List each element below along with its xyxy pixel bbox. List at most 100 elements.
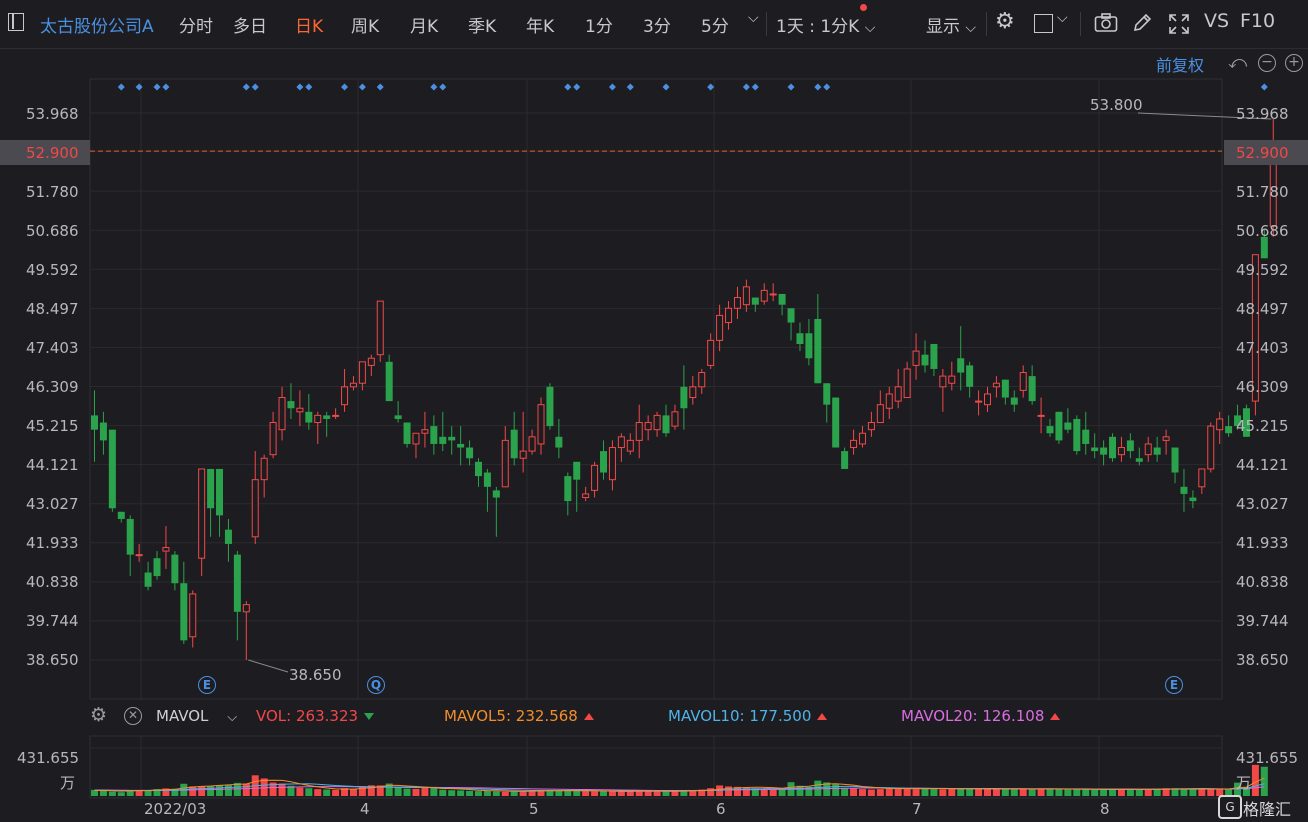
candle-body-up: [412, 432, 420, 445]
tab-period-2[interactable]: 日K: [295, 17, 324, 37]
current-price-badge-left: [0, 140, 90, 165]
volume-bar-up: [733, 786, 741, 796]
watermark-logo: G: [1218, 795, 1242, 819]
volume-bar-up: [894, 788, 902, 796]
volume-bar-down: [1180, 788, 1188, 796]
tab-period-5[interactable]: 季K: [468, 17, 497, 37]
tab-period-8[interactable]: 3分: [643, 17, 671, 37]
high-annotation-leader: [1137, 112, 1272, 120]
volume-bar-up: [608, 791, 616, 796]
candle-body-down: [966, 365, 974, 387]
event-marker-icon: [162, 83, 170, 91]
event-marker-icon: [135, 83, 143, 91]
volume-bar-up: [278, 783, 286, 796]
chevron-down-icon[interactable]: ⌵: [748, 10, 759, 26]
candle-body-up: [251, 479, 259, 538]
candle-body-up: [885, 393, 893, 409]
candle-body-up: [912, 350, 920, 366]
candle-body-down: [573, 461, 581, 480]
event-marker-icon: [742, 83, 750, 91]
candle-body-down: [600, 451, 608, 473]
volume-bar-down: [323, 789, 331, 796]
volume-bar-up: [1198, 788, 1206, 796]
earnings-event-badge[interactable]: E: [198, 676, 216, 694]
tab-period-3[interactable]: 周K: [351, 17, 380, 37]
date-tick: 7: [912, 800, 922, 818]
candle-body-down: [171, 554, 179, 584]
adjust-mode-button[interactable]: 前复权: [1156, 56, 1205, 75]
volume-bar-up: [975, 788, 983, 796]
candle-body-down: [180, 583, 188, 641]
toolbar-divider: [766, 12, 767, 36]
pencil-icon[interactable]: [1131, 12, 1153, 34]
sidebar-toggle-icon[interactable]: [8, 13, 24, 31]
event-marker-icon: [341, 83, 349, 91]
volume-bar-down: [305, 788, 313, 796]
candle-body-down: [1064, 422, 1072, 430]
zoom-out-icon[interactable]: −: [1258, 54, 1276, 72]
volume-bar-down: [287, 785, 295, 796]
mavol5-value: 232.568: [515, 707, 578, 725]
close-indicator-icon[interactable]: ✕: [124, 707, 142, 725]
candle-body-down: [510, 429, 518, 459]
chart-canvas[interactable]: [0, 48, 1308, 822]
f10-button[interactable]: F10: [1240, 10, 1276, 32]
price-tick-left: 38.650: [26, 651, 79, 669]
down-arrow-icon: [364, 713, 375, 720]
tab-period-6[interactable]: 年K: [526, 17, 555, 37]
layout-square-icon[interactable]: [1034, 14, 1053, 33]
mavol10-label: MAVOL10:: [668, 707, 745, 725]
volume-bar-up: [867, 789, 875, 796]
event-marker-icon: [564, 83, 572, 91]
candle-body-down: [1055, 411, 1063, 441]
volume-bar-up: [617, 791, 625, 796]
price-tick-right: 46.309: [1236, 378, 1289, 396]
volume-bar-down: [957, 789, 965, 796]
candle-body-up: [1037, 414, 1045, 417]
volume-bar-down: [474, 791, 482, 796]
event-marker-icon: [626, 83, 634, 91]
tab-period-7[interactable]: 1分: [585, 17, 613, 37]
tab-period-0[interactable]: 分时: [179, 17, 213, 37]
fullscreen-icon[interactable]: [1168, 13, 1190, 35]
volume-bar-down: [99, 790, 107, 796]
candle-body-down: [796, 333, 804, 344]
indicator-settings-gear-icon[interactable]: ⚙: [90, 704, 108, 726]
candle-body-up: [653, 414, 661, 431]
candle-body-down: [787, 308, 795, 323]
candle-body-down: [153, 558, 161, 577]
tab-period-1[interactable]: 多日: [233, 17, 267, 37]
quarterly-event-badge[interactable]: Q: [367, 676, 385, 694]
tab-period-4[interactable]: 月K: [410, 17, 439, 37]
earnings-event-badge[interactable]: E: [1165, 676, 1183, 694]
candle-body-up: [519, 450, 527, 459]
volume-bar-down: [1100, 789, 1108, 796]
zoom-in-icon[interactable]: +: [1285, 54, 1303, 72]
candle-body-down: [1126, 440, 1134, 452]
volume-bar-down: [1064, 789, 1072, 796]
gear-icon[interactable]: ⚙: [995, 9, 1015, 34]
candle-body-up: [1207, 425, 1215, 470]
display-menu-label: 显示: [926, 17, 960, 37]
camera-icon[interactable]: [1094, 13, 1118, 33]
volume-bar-up: [689, 790, 697, 796]
indicator-select[interactable]: MAVOL ⌵: [156, 707, 237, 725]
low-price-annotation: 38.650: [289, 666, 342, 684]
chevron-down-icon[interactable]: ⌵: [1057, 10, 1068, 26]
volume-bar-down: [1171, 788, 1179, 796]
event-marker-icon: [153, 83, 161, 91]
volume-bar-up: [635, 790, 643, 796]
candle-body-down: [207, 468, 215, 509]
volume-bar-down: [1135, 789, 1143, 796]
stock-name[interactable]: 太古股份公司A: [40, 17, 154, 37]
interval-select[interactable]: 1天 : 1分K ⌵: [776, 12, 875, 37]
undo-icon[interactable]: ⤺: [1228, 52, 1248, 73]
price-tick-right: 41.933: [1236, 534, 1289, 552]
tab-period-9[interactable]: 5分: [701, 17, 729, 37]
date-tick: 5: [529, 800, 539, 818]
vs-button[interactable]: VS: [1204, 10, 1230, 32]
candle-body-down: [474, 461, 482, 477]
display-menu[interactable]: 显示 ⌵: [926, 12, 976, 37]
event-marker-icon: [439, 83, 447, 91]
candle-body-up: [341, 386, 349, 406]
